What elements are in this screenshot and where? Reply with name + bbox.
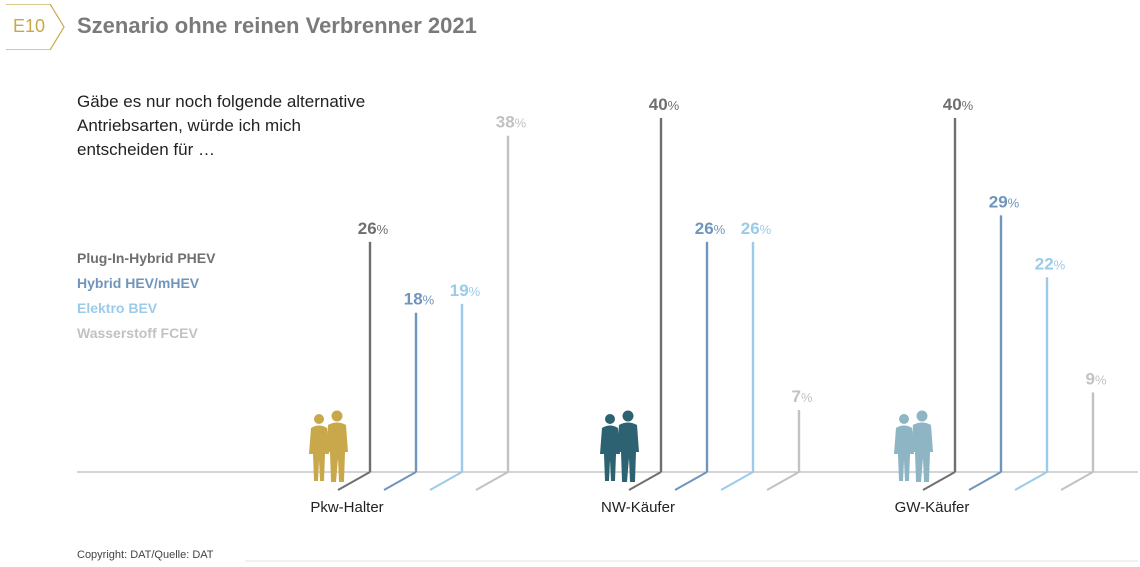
- data-label: 26%: [358, 219, 389, 238]
- category-label: GW-Käufer: [895, 499, 970, 516]
- bar-foot: [383, 471, 417, 491]
- bar-foot: [475, 471, 509, 491]
- data-label: 26%: [741, 219, 772, 238]
- bar-foot: [429, 471, 463, 491]
- bar-foot: [968, 471, 1002, 491]
- chapter-number: E10: [13, 16, 46, 36]
- data-label: 18%: [404, 290, 435, 309]
- data-label: 26%: [695, 219, 726, 238]
- chapter-badge-icon: [6, 4, 65, 50]
- people-icon: [600, 410, 639, 482]
- bar-foot: [720, 471, 754, 491]
- bar-foot: [766, 471, 800, 491]
- bar-foot: [1014, 471, 1048, 491]
- bar-foot: [674, 471, 708, 491]
- legend: Plug-In-Hybrid PHEV Hybrid HEV/mHEV Elek…: [77, 246, 215, 346]
- people-icon: [894, 410, 933, 482]
- data-label: 7%: [791, 387, 812, 406]
- legend-label: Plug-In-Hybrid: [77, 250, 174, 266]
- data-label: 40%: [649, 95, 680, 114]
- category-label: Pkw-Halter: [310, 499, 383, 516]
- bar-foot: [922, 471, 956, 491]
- data-label: 22%: [1035, 254, 1066, 273]
- legend-label: Elektro: [77, 300, 125, 316]
- data-label: 9%: [1085, 369, 1106, 388]
- bar-foot: [628, 471, 662, 491]
- legend-code: FCEV: [160, 325, 198, 341]
- legend-code: BEV: [128, 300, 158, 316]
- data-label: 19%: [450, 281, 481, 300]
- copyright-text: Copyright: DAT/Quelle: DAT: [77, 549, 214, 561]
- legend-item-bev: Elektro BEV: [77, 296, 215, 321]
- data-label: 38%: [496, 113, 527, 132]
- bar-foot: [1060, 471, 1094, 491]
- category-label: NW-Käufer: [601, 499, 675, 516]
- people-icon: [309, 410, 348, 482]
- legend-label: Wasserstoff: [77, 325, 157, 341]
- data-label: 29%: [989, 192, 1020, 211]
- legend-code: PHEV: [177, 250, 216, 266]
- legend-item-fcev: Wasserstoff FCEV: [77, 321, 215, 346]
- legend-label: Hybrid: [77, 275, 122, 291]
- legend-item-hev: Hybrid HEV/mHEV: [77, 271, 215, 296]
- page-title: Szenario ohne reinen Verbrenner 2021: [77, 13, 477, 38]
- legend-code: HEV/mHEV: [125, 275, 200, 291]
- legend-item-phev: Plug-In-Hybrid PHEV: [77, 246, 215, 271]
- bar-foot: [337, 471, 371, 491]
- data-label: 40%: [943, 95, 974, 114]
- chart-question: Gäbe es nur noch folgende alternative An…: [77, 92, 366, 159]
